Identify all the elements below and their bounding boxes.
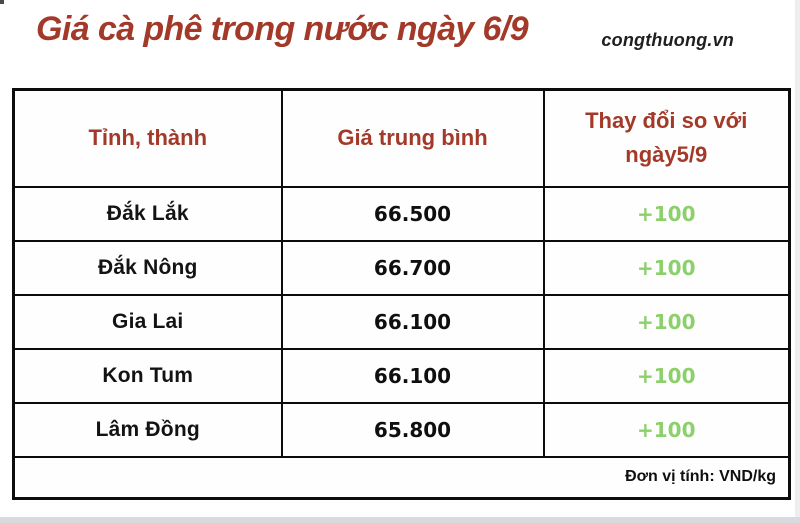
province-name: Đắk Nông — [12, 239, 283, 296]
table-row: Kon Tum 66.100 +100 — [12, 347, 791, 404]
avg-price: 65.800 — [280, 401, 545, 458]
province-name: Gia Lai — [12, 293, 283, 350]
province-name: Đắk Lắk — [12, 185, 283, 242]
province-name: Lâm Đồng — [12, 401, 283, 458]
screenshot-right-edge — [795, 0, 800, 523]
avg-price: 66.100 — [280, 293, 545, 350]
screenshot-corner-artifact — [0, 0, 4, 4]
col-header-province: Tỉnh, thành — [12, 88, 283, 188]
avg-price: 66.500 — [280, 185, 545, 242]
table-row: Lâm Đồng 65.800 +100 — [12, 401, 791, 458]
province-name: Kon Tum — [12, 347, 283, 404]
avg-price: 66.700 — [280, 239, 545, 296]
table-footer-row: Đơn vị tính: VND/kg — [12, 455, 791, 500]
col-header-avg-price: Giá trung bình — [280, 88, 545, 188]
avg-price: 66.100 — [280, 347, 545, 404]
site-logo: congthuong.vn — [601, 30, 734, 50]
table-row: Đắk Lắk 66.500 +100 — [12, 185, 791, 242]
coffee-price-table: Tỉnh, thành Giá trung bình Thay đổi so v… — [12, 88, 791, 500]
price-change: +100 — [542, 347, 791, 404]
unit-note: Đơn vị tính: VND/kg — [12, 455, 791, 500]
table-row: Đắk Nông 66.700 +100 — [12, 239, 791, 296]
price-change: +100 — [542, 239, 791, 296]
price-change: +100 — [542, 401, 791, 458]
table-row: Gia Lai 66.100 +100 — [12, 293, 791, 350]
price-change: +100 — [542, 293, 791, 350]
page-title: Giá cà phê trong nước ngày 6/9 — [36, 10, 529, 48]
screenshot-bottom-edge — [0, 517, 800, 523]
table-header-row: Tỉnh, thành Giá trung bình Thay đổi so v… — [12, 88, 791, 188]
col-header-change: Thay đổi so với ngày5/9 — [542, 88, 791, 188]
price-change: +100 — [542, 185, 791, 242]
